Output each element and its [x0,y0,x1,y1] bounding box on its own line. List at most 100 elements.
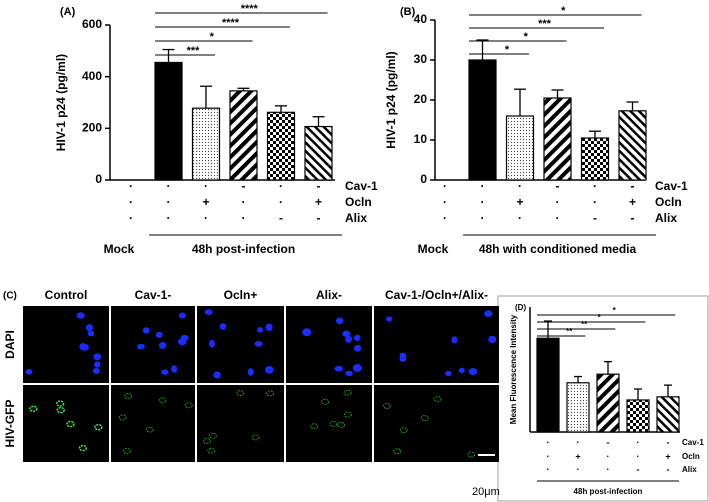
nucleus [25,369,33,375]
bar [468,59,497,181]
condition-sign: · [204,179,208,193]
condition-sign: · [242,211,246,225]
condition-sign: - [556,179,560,193]
gfp-signal [329,420,338,427]
gfp-signal [118,414,127,421]
bar [266,111,296,181]
nucleus [161,369,169,375]
condition-sign: · [204,211,208,225]
condition-sign: · [443,179,447,193]
gfp-signal [124,393,133,400]
gfp-signal [55,400,65,407]
gfp-signal [420,415,429,422]
nucleus [94,361,101,368]
gfp-signal [266,390,274,397]
y-tick-label: 30 [414,52,428,66]
nucleus [219,323,227,330]
condition-sign: · [242,195,246,209]
nucleus [345,370,353,377]
condition-name: Ocln [655,195,682,209]
gfp-signal [393,448,402,455]
gfp-signal [29,405,38,412]
group-label: Mock [104,242,135,256]
nucleus [468,367,478,376]
condition-sign: · [279,195,283,209]
condition-sign: · [637,451,640,461]
condition-sign: - [607,437,610,447]
nucleus [265,323,273,332]
nucleus [137,343,145,350]
column-title: Cav-1-/Ocln+/Alix- [385,288,488,302]
bar [656,396,680,433]
y-tick-label: 40 [414,12,428,26]
condition-sign: · [518,179,522,193]
nucleus [399,352,407,360]
nucleus [213,371,221,379]
y-tick-label: 0 [95,172,102,186]
panel-label: (A) [60,6,76,18]
gfp-signal [310,423,319,430]
condition-sign: + [202,195,209,209]
nucleus [180,334,189,341]
bar [229,90,258,181]
significance-label: ** [581,320,588,329]
significance-label: * [524,31,529,43]
nucleus [93,353,102,361]
gfp-signal [467,451,476,458]
condition-sign: - [667,437,670,447]
bar [543,97,572,181]
gfp-signal [207,447,216,454]
nucleus [353,334,361,341]
condition-sign: · [607,464,610,474]
condition-sign: · [129,211,133,225]
significance-label: *** [538,18,552,30]
nucleus [247,368,254,376]
nucleus [445,370,452,377]
bar [626,399,650,433]
nucleus [87,330,95,337]
significance-label: * [598,313,602,322]
micrograph [23,385,109,462]
y-tick-label: 10 [414,132,428,146]
gfp-signal [122,447,131,454]
condition-name: Cav-1 [655,179,688,193]
nucleus [171,365,178,373]
micrograph [286,385,372,462]
condition-sign: - [317,211,321,225]
gfp-signal [208,432,217,439]
nucleus [155,331,163,338]
gfp-signal [337,421,345,428]
nucleus [345,335,352,343]
gfp-signal [184,402,193,409]
y-axis-label: Mean Fluorescence Intensity [509,314,518,424]
condition-sign: · [556,211,560,225]
column-title: Cav-1- [135,288,172,302]
panel-label: (D) [515,303,526,312]
scale-label: 20μm [472,486,500,498]
condition-sign: · [279,179,283,193]
condition-sign: · [518,211,522,225]
condition-sign: · [167,195,171,209]
condition-sign: - [631,179,635,193]
condition-sign: · [593,179,597,193]
y-axis-label: HIV-1 p24 (pg/ml) [54,54,68,151]
nucleus [204,309,213,315]
nucleus [85,324,94,332]
condition-sign: · [577,464,580,474]
y-tick-label: 0 [420,172,427,186]
y-tick-label: 400 [82,69,102,83]
bar [596,373,620,433]
gfp-signal [66,420,75,428]
y-axis-label: HIV-1 p24 (pg/ml) [384,51,398,148]
bar [191,107,221,181]
nucleus [335,317,344,325]
gfp-signal [344,411,352,418]
bar [580,137,610,181]
nucleus [142,327,150,334]
micrograph [197,385,284,462]
condition-sign: · [167,179,171,193]
nucleus [488,335,497,344]
significance-label: * [505,44,510,56]
condition-name: Ocln [345,195,372,209]
